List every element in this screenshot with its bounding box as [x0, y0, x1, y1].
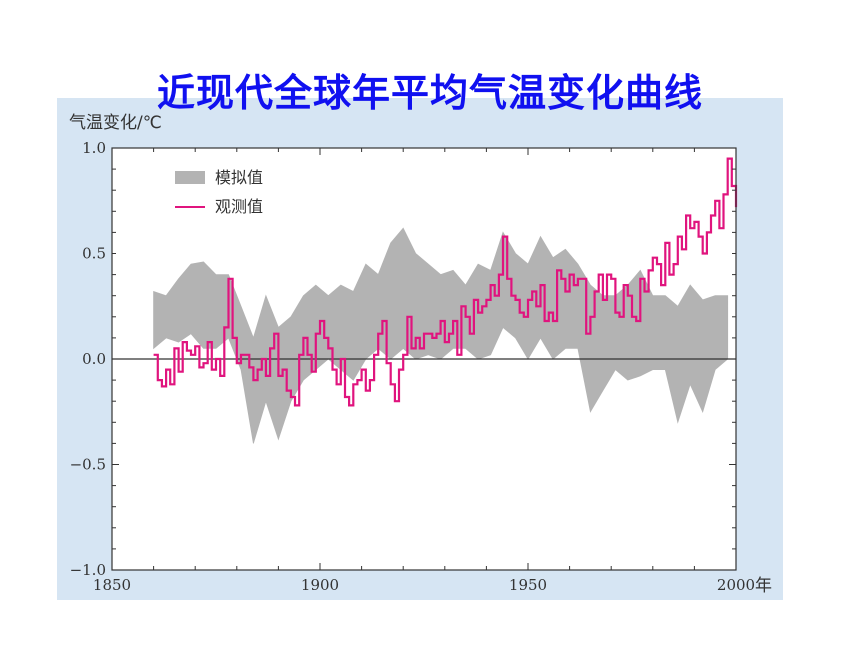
- x-tick-label: 1850: [93, 576, 131, 594]
- chart-panel: 1.0 0.5 0.0 −0.5 −1.0 1850 1900 1950 2000 模拟值 观测值 …: [57, 98, 783, 600]
- x-tick-label: 1950: [509, 576, 547, 594]
- legend-label-simulated: 模拟值: [215, 168, 263, 187]
- y-tick-label: −1.0: [70, 561, 106, 579]
- x-tick-label: 2000: [717, 576, 755, 594]
- y-axis-title: 气温变化/℃: [69, 113, 162, 133]
- x-axis-unit: 年: [755, 576, 772, 596]
- observed-line: [153, 157, 738, 407]
- x-tick-label: 1900: [301, 576, 339, 594]
- y-tick-label: 1.0: [82, 139, 106, 157]
- y-tick-label: −0.5: [70, 456, 106, 474]
- slide-title: 近现代全球年平均气温变化曲线: [156, 71, 703, 115]
- legend-label-observed: 观测值: [215, 197, 263, 216]
- y-tick-label: 0.0: [82, 350, 106, 368]
- y-tick-label: 0.5: [82, 245, 106, 263]
- legend-swatch-simulated: [175, 171, 205, 184]
